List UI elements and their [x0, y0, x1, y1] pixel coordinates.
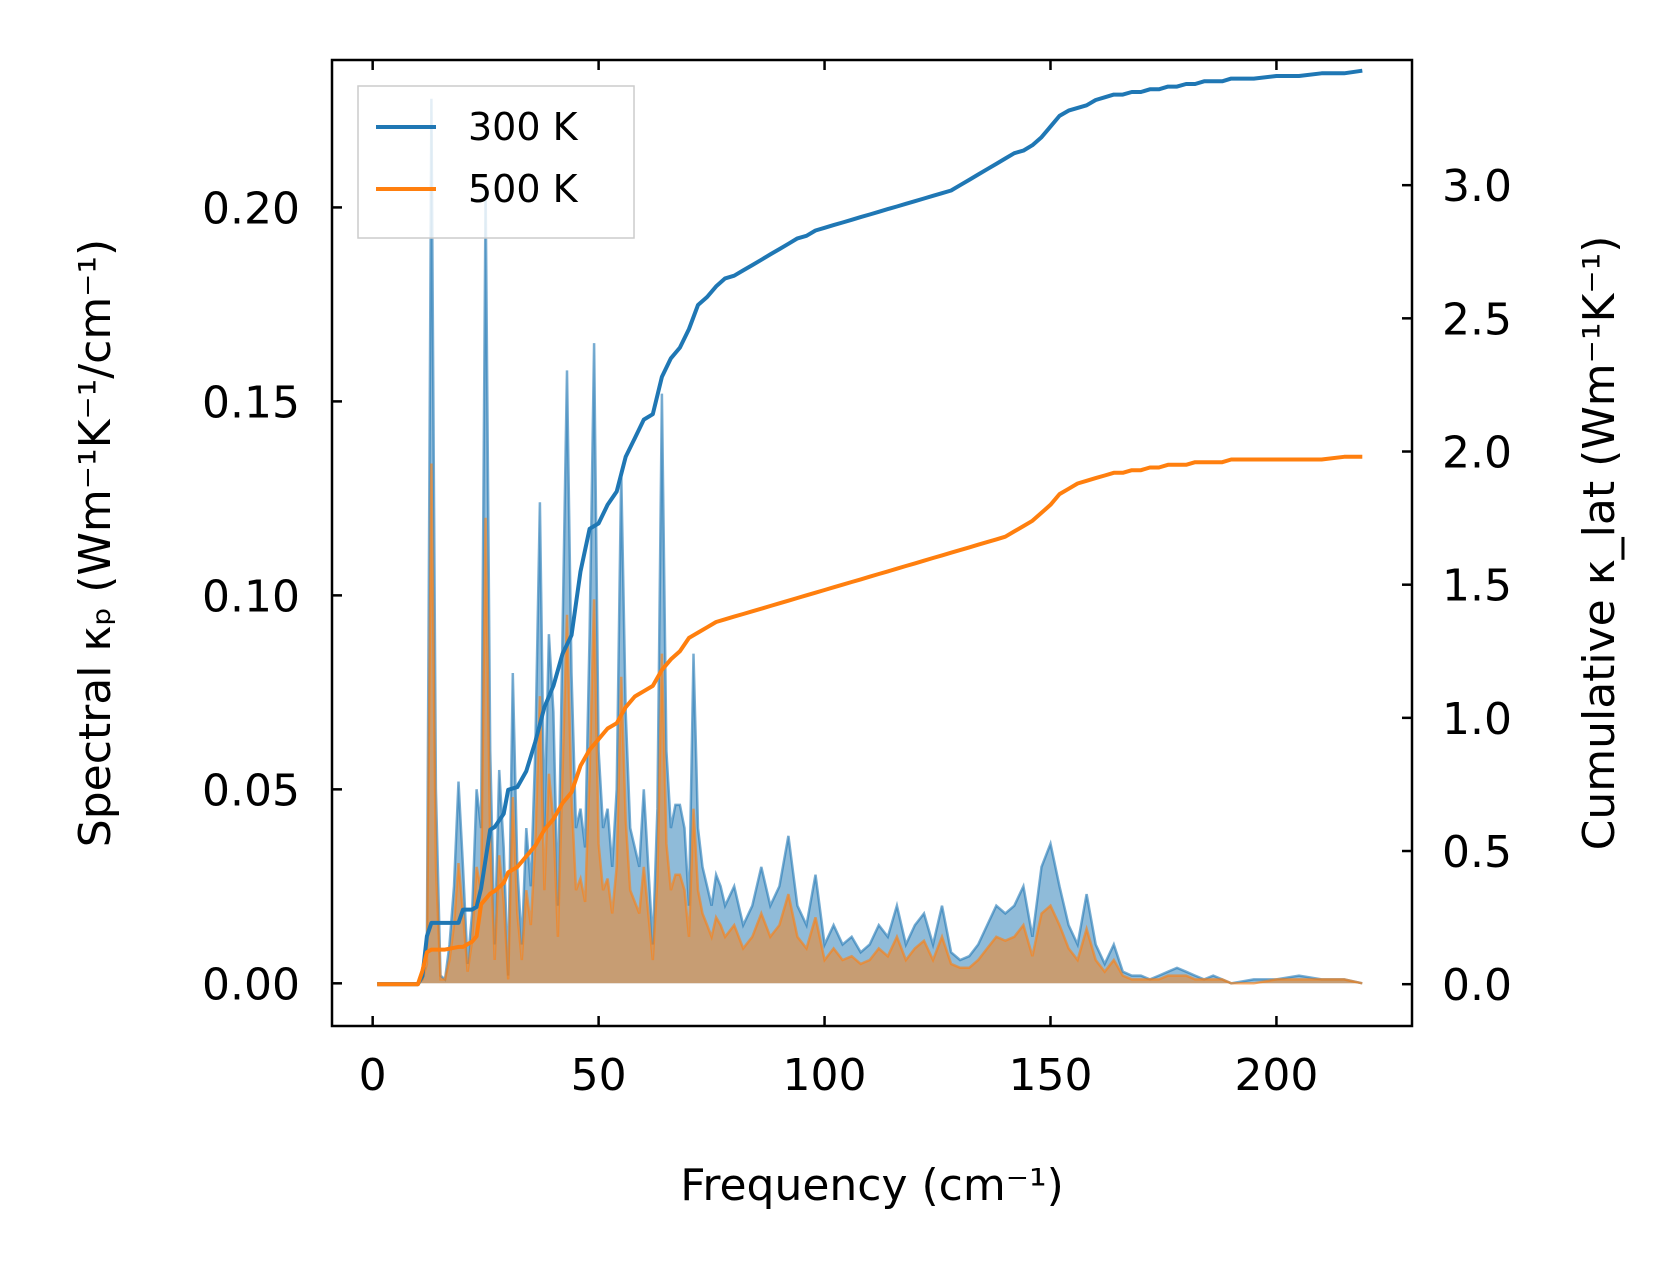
spectral-fill-500k [377, 463, 1363, 984]
x-tick-label: 0 [359, 1050, 387, 1101]
cumulative-line-500k [377, 454, 1363, 987]
right-y-tick-label: 2.5 [1442, 294, 1512, 345]
cumulative-line-300k [377, 68, 1363, 987]
tick-labels: 0 50 100 150 200 0.00 0.05 0.10 0.15 0.20 0.0 0.5 1.… [202, 161, 1512, 1101]
legend-box [357, 85, 635, 239]
x-axis-label: Frequency (cm⁻¹) [680, 1160, 1064, 1211]
right-y-tick-label: 1.5 [1442, 561, 1512, 612]
right-y-tick-label: 3.0 [1442, 161, 1512, 212]
x-tick-label: 200 [1234, 1050, 1318, 1101]
right-y-axis-label: Cumulative κ_lat (Wm⁻¹K⁻¹) [1574, 236, 1625, 851]
left-y-tick-label: 0.20 [202, 183, 300, 234]
right-y-tick-label: 0.0 [1442, 960, 1512, 1011]
x-tick-label: 50 [571, 1050, 627, 1101]
spectral-fills [377, 98, 1363, 985]
plot-frame [330, 58, 1414, 1028]
x-tick-label: 100 [783, 1050, 867, 1101]
left-y-axis-label: Spectral κₚ (Wm⁻¹K⁻¹/cm⁻¹) [70, 239, 121, 847]
right-y-tick-label: 0.5 [1442, 827, 1512, 878]
right-y-tick-label: 1.0 [1442, 694, 1512, 745]
legend-label-500k: 500 K [468, 167, 579, 211]
right-y-tick-label: 2.0 [1442, 428, 1512, 479]
x-tick-label: 150 [1009, 1050, 1093, 1101]
left-y-tick-label: 0.10 [202, 571, 300, 622]
legend: 300 K 500 K [357, 85, 635, 239]
legend-label-300k: 300 K [468, 105, 579, 149]
left-y-tick-label: 0.00 [202, 959, 300, 1010]
left-y-tick-label: 0.15 [202, 377, 300, 428]
spectral-line-500k [377, 463, 1363, 985]
axis-ticks [332, 60, 1412, 1026]
left-y-tick-label: 0.05 [202, 765, 300, 816]
series-lines [377, 68, 1363, 987]
